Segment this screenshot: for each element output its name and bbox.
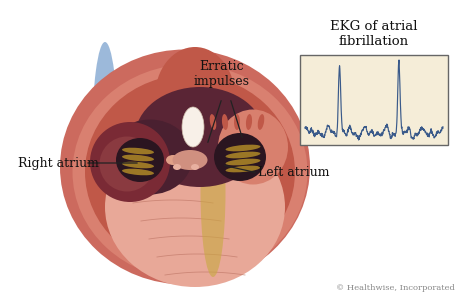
Text: Left atrium: Left atrium — [257, 167, 329, 179]
Text: Right atrium: Right atrium — [18, 157, 99, 169]
Ellipse shape — [225, 152, 260, 158]
Text: EKG of atrial
fibrillation: EKG of atrial fibrillation — [330, 20, 417, 48]
Ellipse shape — [107, 119, 192, 194]
Ellipse shape — [105, 127, 285, 287]
Ellipse shape — [190, 164, 199, 170]
Ellipse shape — [122, 155, 154, 161]
Ellipse shape — [122, 148, 154, 154]
Ellipse shape — [225, 145, 260, 152]
Ellipse shape — [99, 136, 154, 191]
Text: © Healthwise, Incorporated: © Healthwise, Incorporated — [336, 284, 454, 292]
Ellipse shape — [172, 150, 207, 170]
Ellipse shape — [200, 107, 225, 277]
Ellipse shape — [166, 155, 179, 165]
Ellipse shape — [60, 50, 309, 284]
Ellipse shape — [85, 74, 294, 269]
Ellipse shape — [225, 159, 260, 165]
Ellipse shape — [185, 159, 200, 169]
Ellipse shape — [90, 122, 170, 202]
Ellipse shape — [182, 107, 203, 147]
Ellipse shape — [134, 87, 264, 187]
Ellipse shape — [234, 114, 240, 130]
Ellipse shape — [221, 114, 228, 130]
Ellipse shape — [173, 164, 180, 170]
Ellipse shape — [92, 42, 118, 242]
FancyBboxPatch shape — [299, 55, 447, 145]
Ellipse shape — [246, 114, 252, 130]
Ellipse shape — [218, 110, 287, 184]
Ellipse shape — [213, 133, 265, 181]
Ellipse shape — [122, 169, 154, 175]
Text: Erratic
impulses: Erratic impulses — [194, 60, 249, 88]
Ellipse shape — [209, 114, 216, 130]
Ellipse shape — [257, 114, 263, 130]
Ellipse shape — [73, 64, 307, 280]
Ellipse shape — [116, 138, 164, 182]
Ellipse shape — [225, 166, 260, 172]
Ellipse shape — [155, 47, 235, 147]
Ellipse shape — [122, 162, 154, 168]
